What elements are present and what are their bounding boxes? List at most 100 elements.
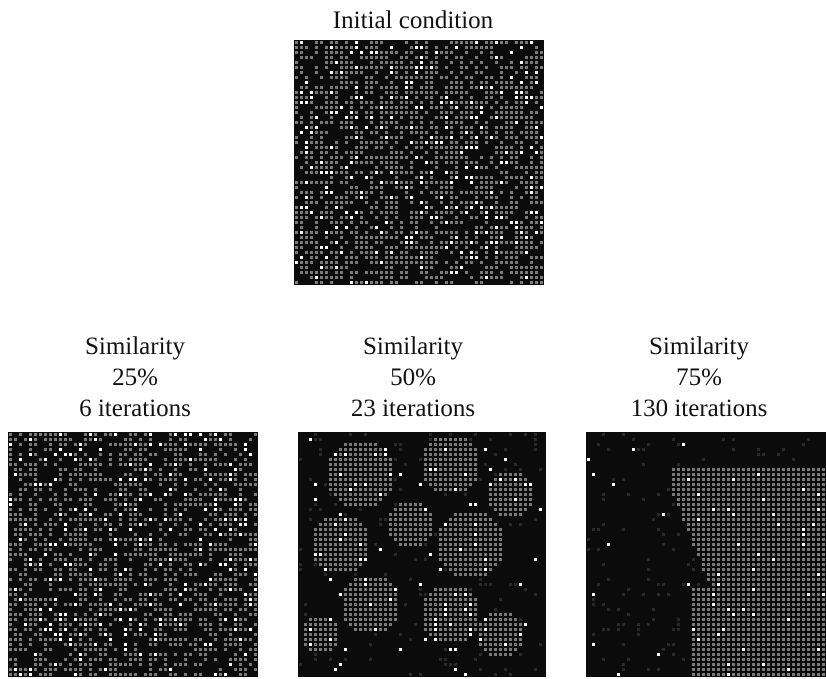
grid-cell [314,553,317,556]
grid-cell [520,96,523,99]
grid-cell [310,111,313,114]
grid-cell [320,106,323,109]
grid-cell [124,583,127,586]
grid-cell [149,533,152,536]
grid-cell [429,593,432,596]
grid-cell [129,523,132,526]
grid-cell [450,136,453,139]
grid-cell [752,483,755,486]
grid-cell [772,508,775,511]
grid-cell [465,261,468,264]
grid-cell [509,483,512,486]
similarity-25-iterations: 6 iterations [0,393,270,424]
grid-cell [455,101,458,104]
grid-cell [400,106,403,109]
grid-cell [370,46,373,49]
grid-cell [400,241,403,244]
grid-cell [434,448,437,451]
grid-cell [390,91,393,94]
grid-cell [434,473,437,476]
grid-cell [344,448,347,451]
grid-cell [490,51,493,54]
grid-cell [782,543,785,546]
grid-cell [484,628,487,631]
grid-cell [295,66,298,69]
grid-cell [229,633,232,636]
grid-cell [672,628,675,631]
grid-cell [419,538,422,541]
grid-cell [409,508,412,511]
grid-cell [777,538,780,541]
grid-cell [767,583,770,586]
grid-cell [109,443,112,446]
grid-cell [802,498,805,501]
grid-cell [747,483,750,486]
grid-cell [74,618,77,621]
grid-cell [94,613,97,616]
grid-cell [335,171,338,174]
grid-cell [360,71,363,74]
similarity-75-cells [586,432,826,677]
grid-cell [184,613,187,616]
grid-cell [535,281,538,284]
grid-cell [144,598,147,601]
grid-cell [249,453,252,456]
grid-cell [385,101,388,104]
grid-cell [792,553,795,556]
grid-cell [244,448,247,451]
grid-cell [329,628,332,631]
grid-cell [114,593,117,596]
grid-cell [792,623,795,626]
grid-cell [702,523,705,526]
grid-cell [99,603,102,606]
grid-cell [464,543,467,546]
grid-cell [239,658,242,661]
grid-cell [370,236,373,239]
grid-cell [470,61,473,64]
grid-cell [335,51,338,54]
grid-cell [374,468,377,471]
grid-cell [320,191,323,194]
grid-cell [409,538,412,541]
grid-cell [499,533,502,536]
grid-cell [134,548,137,551]
grid-cell [119,673,122,676]
grid-cell [89,578,92,581]
grid-cell [159,593,162,596]
grid-cell [229,498,232,501]
grid-cell [792,558,795,561]
grid-cell [752,543,755,546]
grid-cell [69,603,72,606]
grid-cell [737,618,740,621]
grid-cell [524,588,527,591]
grid-cell [455,106,458,109]
grid-cell [484,583,487,586]
grid-cell [757,608,760,611]
grid-cell [154,643,157,646]
grid-cell [459,573,462,576]
grid-cell [349,463,352,466]
grid-cell [722,498,725,501]
grid-cell [485,221,488,224]
grid-cell [444,638,447,641]
grid-cell [159,468,162,471]
grid-cell [525,76,528,79]
grid-cell [515,96,518,99]
grid-cell [732,493,735,496]
grid-cell [164,518,167,521]
grid-cell [149,673,152,676]
grid-cell [484,573,487,576]
grid-cell [797,473,800,476]
grid-cell [430,136,433,139]
grid-cell [354,563,357,566]
grid-cell [390,51,393,54]
grid-cell [672,438,675,441]
grid-cell [802,508,805,511]
grid-cell [379,618,382,621]
grid-cell [384,488,387,491]
grid-cell [79,458,82,461]
grid-cell [742,593,745,596]
grid-cell [420,106,423,109]
grid-cell [500,216,503,219]
grid-cell [344,563,347,566]
